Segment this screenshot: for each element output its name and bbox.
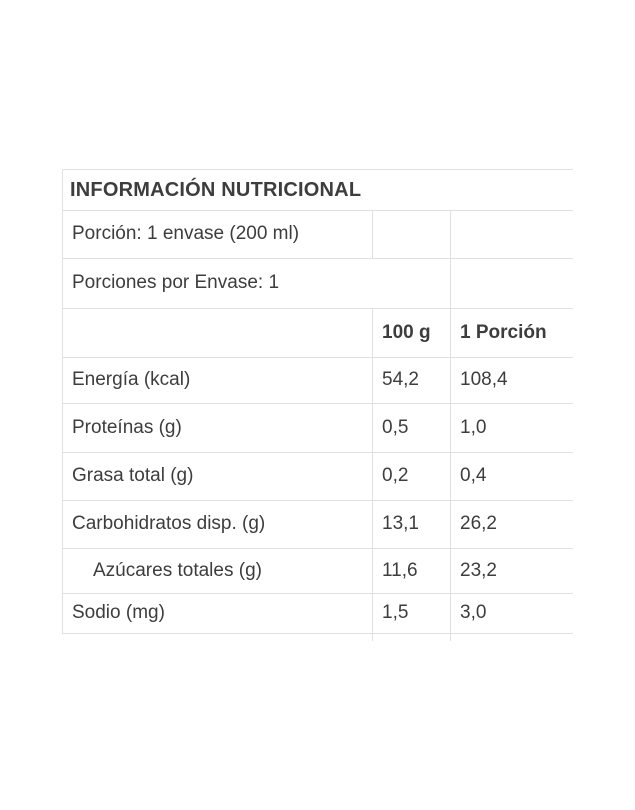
value-per-100g: 0,2 bbox=[372, 452, 451, 501]
value-per-portion: 23,2 bbox=[449, 548, 573, 594]
row-label: Proteínas (g) bbox=[62, 403, 373, 453]
empty-cell bbox=[451, 634, 573, 642]
row-label: Sodio (mg) bbox=[62, 593, 373, 634]
table-row: Proteínas (g) 0,5 1,0 bbox=[62, 403, 573, 453]
value-per-100g: 11,6 bbox=[372, 548, 451, 594]
serving-info-label: Porción: 1 envase (200 ml) bbox=[62, 210, 373, 259]
empty-cell bbox=[372, 633, 451, 641]
row-label: Grasa total (g) bbox=[62, 452, 373, 501]
value-per-portion: 0,4 bbox=[449, 452, 573, 501]
empty-cell bbox=[449, 258, 573, 309]
value-per-portion: 3,0 bbox=[449, 593, 573, 634]
servings-per-container-label: Porciones por Envase: 1 bbox=[62, 258, 451, 309]
value-per-100g: 1,5 bbox=[372, 593, 451, 634]
empty-cell bbox=[62, 308, 373, 358]
column-header-row: 100 g 1 Porción bbox=[62, 308, 573, 358]
empty-cell bbox=[372, 210, 451, 259]
servings-per-container-row: Porciones por Envase: 1 bbox=[62, 258, 573, 309]
table-row: Energía (kcal) 54,2 108,4 bbox=[62, 357, 573, 404]
value-per-portion: 26,2 bbox=[449, 500, 573, 549]
value-per-portion: 108,4 bbox=[449, 357, 573, 404]
value-per-100g: 0,5 bbox=[372, 403, 451, 453]
table-row: Grasa total (g) 0,2 0,4 bbox=[62, 452, 573, 501]
serving-info-row: Porción: 1 envase (200 ml) bbox=[62, 210, 573, 259]
nutrition-table-container: INFORMACIÓN NUTRICIONAL Porción: 1 envas… bbox=[61, 169, 573, 642]
column-header-100g: 100 g bbox=[372, 308, 451, 358]
empty-cell bbox=[63, 634, 373, 642]
empty-cell bbox=[449, 210, 573, 259]
table-title: INFORMACIÓN NUTRICIONAL bbox=[61, 169, 573, 211]
title-row: INFORMACIÓN NUTRICIONAL bbox=[61, 169, 573, 211]
table-row: Carbohidratos disp. (g) 13,1 26,2 bbox=[62, 500, 573, 549]
row-label: Carbohidratos disp. (g) bbox=[62, 500, 373, 549]
nutrition-table: INFORMACIÓN NUTRICIONAL Porción: 1 envas… bbox=[61, 169, 573, 642]
column-header-portion: 1 Porción bbox=[449, 308, 573, 358]
cropped-row-stub bbox=[63, 633, 573, 642]
value-per-100g: 54,2 bbox=[372, 357, 451, 404]
table-row: Sodio (mg) 1,5 3,0 bbox=[62, 593, 573, 634]
value-per-100g: 13,1 bbox=[372, 500, 451, 549]
row-label: Energía (kcal) bbox=[62, 357, 373, 404]
table-row: Azúcares totales (g) 11,6 23,2 bbox=[62, 548, 573, 594]
value-per-portion: 1,0 bbox=[449, 403, 573, 453]
row-label: Azúcares totales (g) bbox=[62, 548, 373, 594]
